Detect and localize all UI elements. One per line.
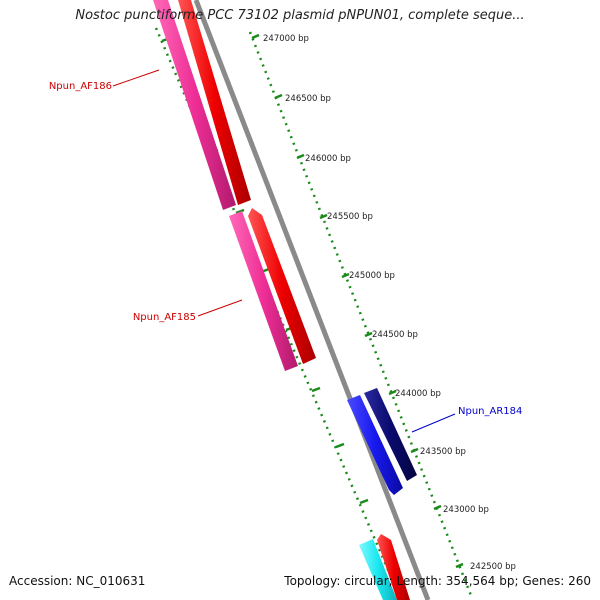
gene-forward-npun-af185 — [229, 211, 298, 371]
tick-label: 244500 bp — [372, 330, 418, 340]
tick-label: 243500 bp — [420, 447, 466, 457]
outer-major-ticks — [251, 33, 464, 569]
tick-label: 243000 bp — [443, 505, 489, 515]
leader-line-npun-af186 — [112, 69, 160, 87]
sequence-backbone — [193, 0, 431, 600]
outer-tick-rail — [248, 31, 474, 599]
tick-label: 244000 bp — [395, 389, 441, 399]
cds-forward-npun-af186 — [178, 0, 251, 205]
gene-label-npun-af186: Npun_AF186 — [49, 81, 112, 92]
gene-reverse-npun-ar184 — [347, 395, 403, 495]
tick-label: 245000 bp — [349, 271, 395, 281]
cds-reverse-npun-ar184 — [364, 388, 417, 481]
gene-label-npun-ar184: Npun_AR184 — [458, 406, 522, 417]
tick-label: 245500 bp — [327, 212, 373, 222]
tick-label: 246000 bp — [305, 154, 351, 164]
tick-labels: 247000 bp 246500 bp 246000 bp 245500 bp … — [263, 34, 516, 572]
leader-line-npun-af185 — [197, 299, 243, 317]
tick-label: 246500 bp — [285, 94, 331, 104]
gene-other-lower — [359, 539, 397, 600]
tick-label: 242500 bp — [470, 562, 516, 572]
gene-label-npun-af185: Npun_AF185 — [133, 312, 196, 323]
accession-text: Accession: NC_010631 — [9, 574, 146, 588]
cds-forward-lower — [377, 534, 410, 600]
leader-line-npun-ar184 — [411, 413, 456, 433]
cds-forward-npun-af185 — [248, 208, 316, 364]
tick-label: 247000 bp — [263, 34, 309, 44]
gene-forward-npun-af186 — [153, 0, 236, 210]
summary-text: Topology: circular; Length: 354,564 bp; … — [284, 574, 591, 588]
map-title: Nostoc punctiforme PCC 73102 plasmid pNP… — [75, 8, 525, 23]
